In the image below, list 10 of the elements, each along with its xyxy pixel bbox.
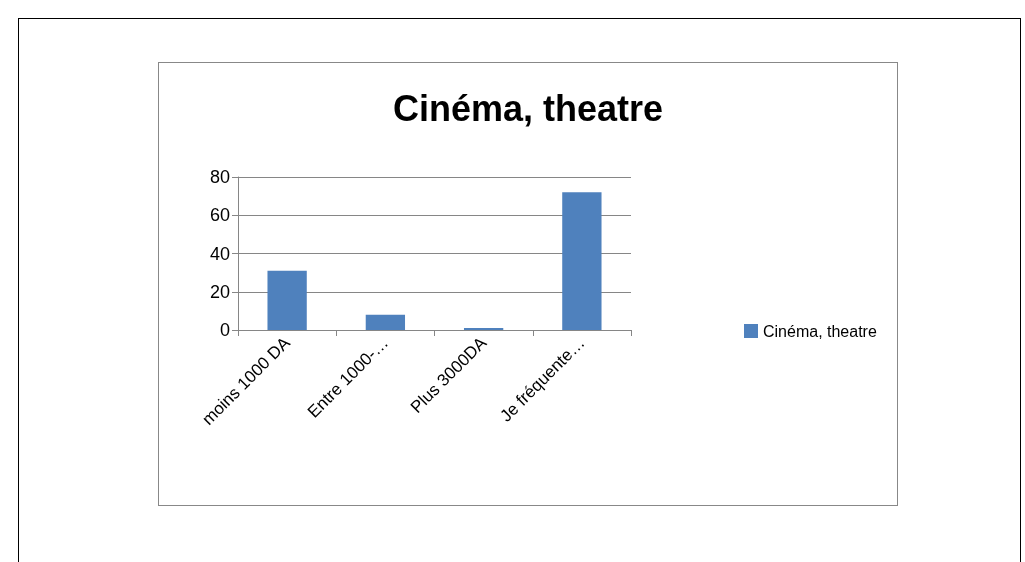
y-tick-label: 0 [219,320,230,340]
legend-label: Cinéma, theatre [763,322,877,340]
bar [267,270,307,330]
y-tick-label: 80 [209,167,230,187]
y-tick-label: 20 [209,281,230,302]
y-tick-label: 60 [209,205,230,226]
bar [562,192,602,330]
bar [365,314,406,330]
chart-title: Cinéma, theatre [392,87,664,129]
y-tick-label: 40 [209,243,230,264]
